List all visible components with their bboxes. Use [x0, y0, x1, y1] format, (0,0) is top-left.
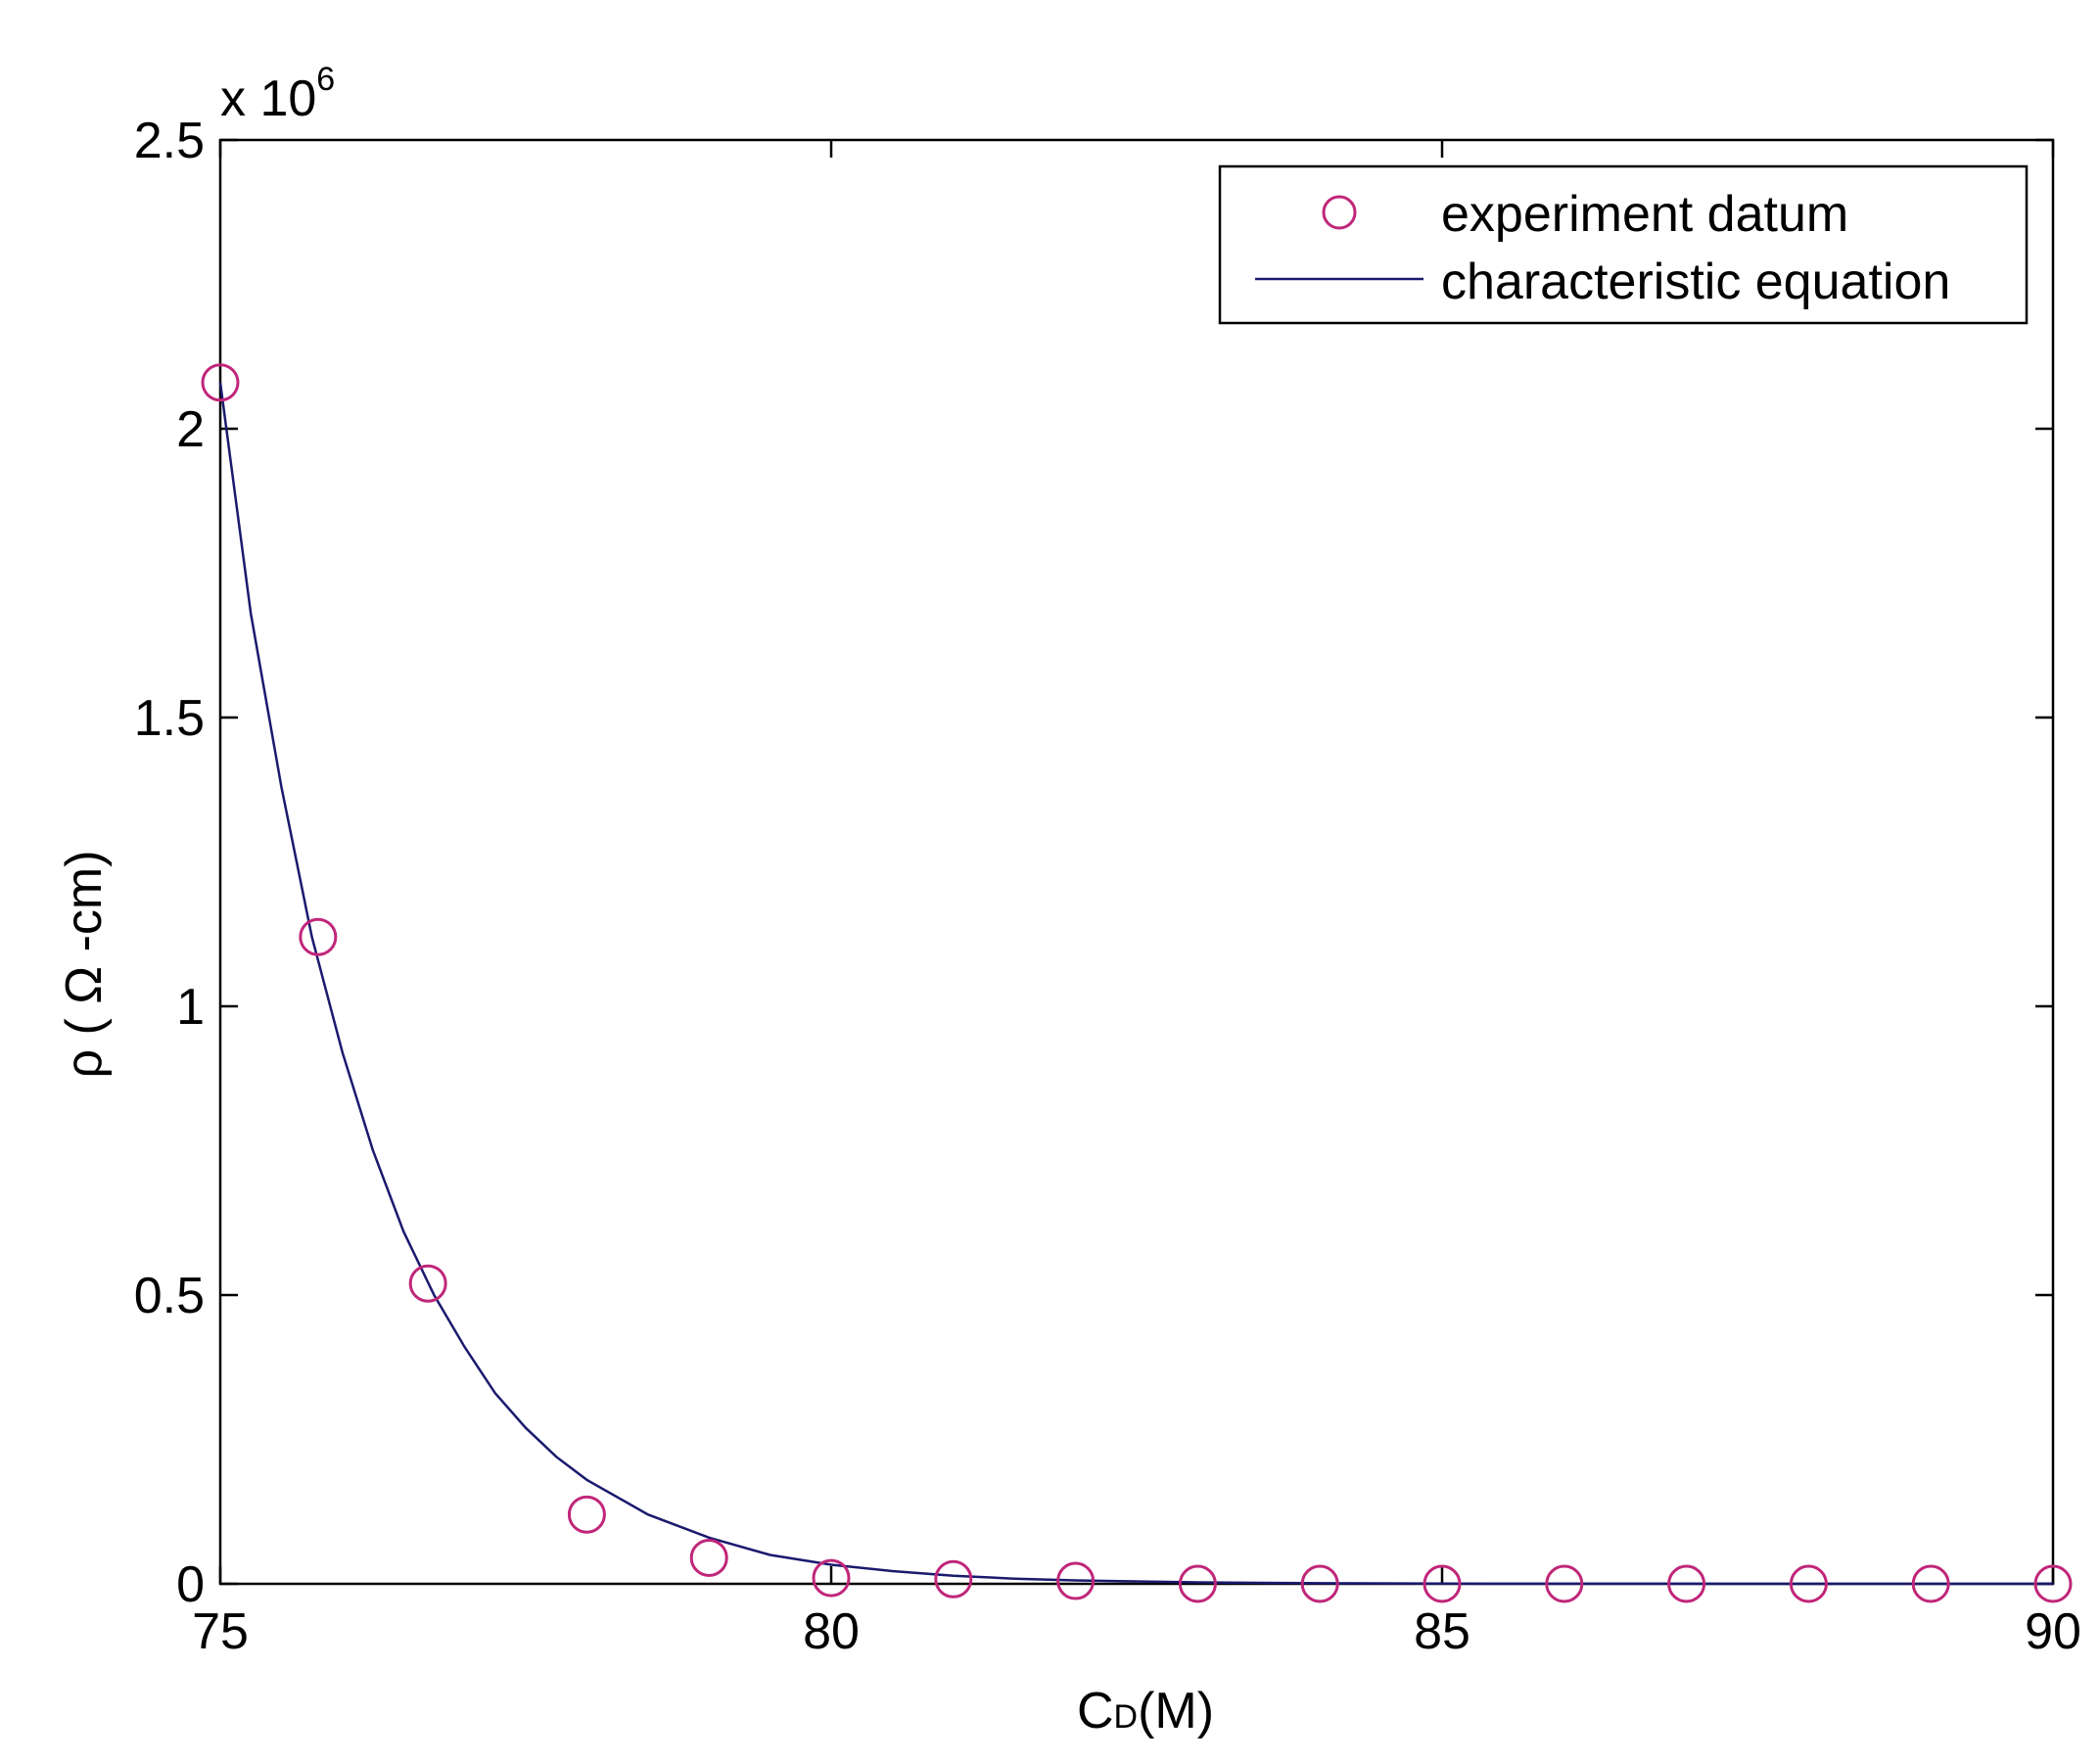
legend-label-experiment: experiment datum: [1441, 186, 1848, 243]
x-tick-label: 80: [803, 1603, 860, 1660]
data-point-experiment: [2033, 1564, 2073, 1603]
legend-box: [1218, 164, 2029, 325]
y-tick-label: 1.5: [134, 690, 205, 747]
x-tick-label: 85: [1414, 1603, 1470, 1660]
x-label-main: C: [1077, 1683, 1114, 1739]
data-point-experiment: [408, 1264, 447, 1303]
y-multiplier-base: x 10: [220, 70, 316, 127]
data-point-experiment: [934, 1559, 973, 1599]
y-tick-label: 2.5: [134, 113, 205, 169]
y-axis-multiplier: x 106: [220, 61, 335, 127]
data-point-experiment: [1545, 1564, 1584, 1603]
data-point-experiment: [201, 363, 240, 402]
x-tick-label: 75: [192, 1603, 249, 1660]
data-point-experiment: [567, 1495, 606, 1534]
data-point-experiment: [1423, 1564, 1462, 1603]
plot-frame: [218, 138, 2055, 1586]
legend-marker-experiment: [1322, 195, 1357, 230]
x-label-subscript: D: [1114, 1698, 1139, 1736]
series-marker-layer: [201, 363, 2073, 1603]
y-multiplier-exponent: 6: [316, 61, 335, 98]
y-axis-label: ρ ( Ω -cm): [56, 850, 113, 1078]
x-tick-label: 90: [2025, 1603, 2081, 1660]
y-tick-label: 0.5: [134, 1268, 205, 1324]
data-point-experiment: [1300, 1564, 1339, 1603]
data-point-experiment: [1056, 1561, 1096, 1600]
data-point-experiment: [1789, 1564, 1828, 1603]
y-tick-label: 2: [176, 401, 205, 458]
data-point-experiment: [1178, 1564, 1217, 1603]
series-line-layer: [218, 382, 2053, 1586]
x-label-tail: (M): [1138, 1683, 1214, 1739]
y-tick-label: 1: [176, 979, 205, 1036]
legend-label-equation: characteristic equation: [1441, 254, 1950, 310]
data-point-experiment: [812, 1558, 851, 1598]
plot-area: [218, 138, 2055, 1586]
series-line-characteristic-equation: [218, 382, 2053, 1586]
data-point-experiment: [1667, 1564, 1706, 1603]
data-point-experiment: [299, 917, 338, 956]
legend: experiment datum characteristic equation: [1218, 164, 2029, 325]
x-axis-label: CD(M): [1077, 1683, 1214, 1739]
y-tick-label: 0: [176, 1556, 205, 1613]
data-point-experiment: [1911, 1564, 1950, 1603]
data-point-experiment: [689, 1538, 728, 1577]
axis-ticks: 75 80 85 90 0 0.5 1 1.5 2 2.5: [134, 113, 2081, 1660]
